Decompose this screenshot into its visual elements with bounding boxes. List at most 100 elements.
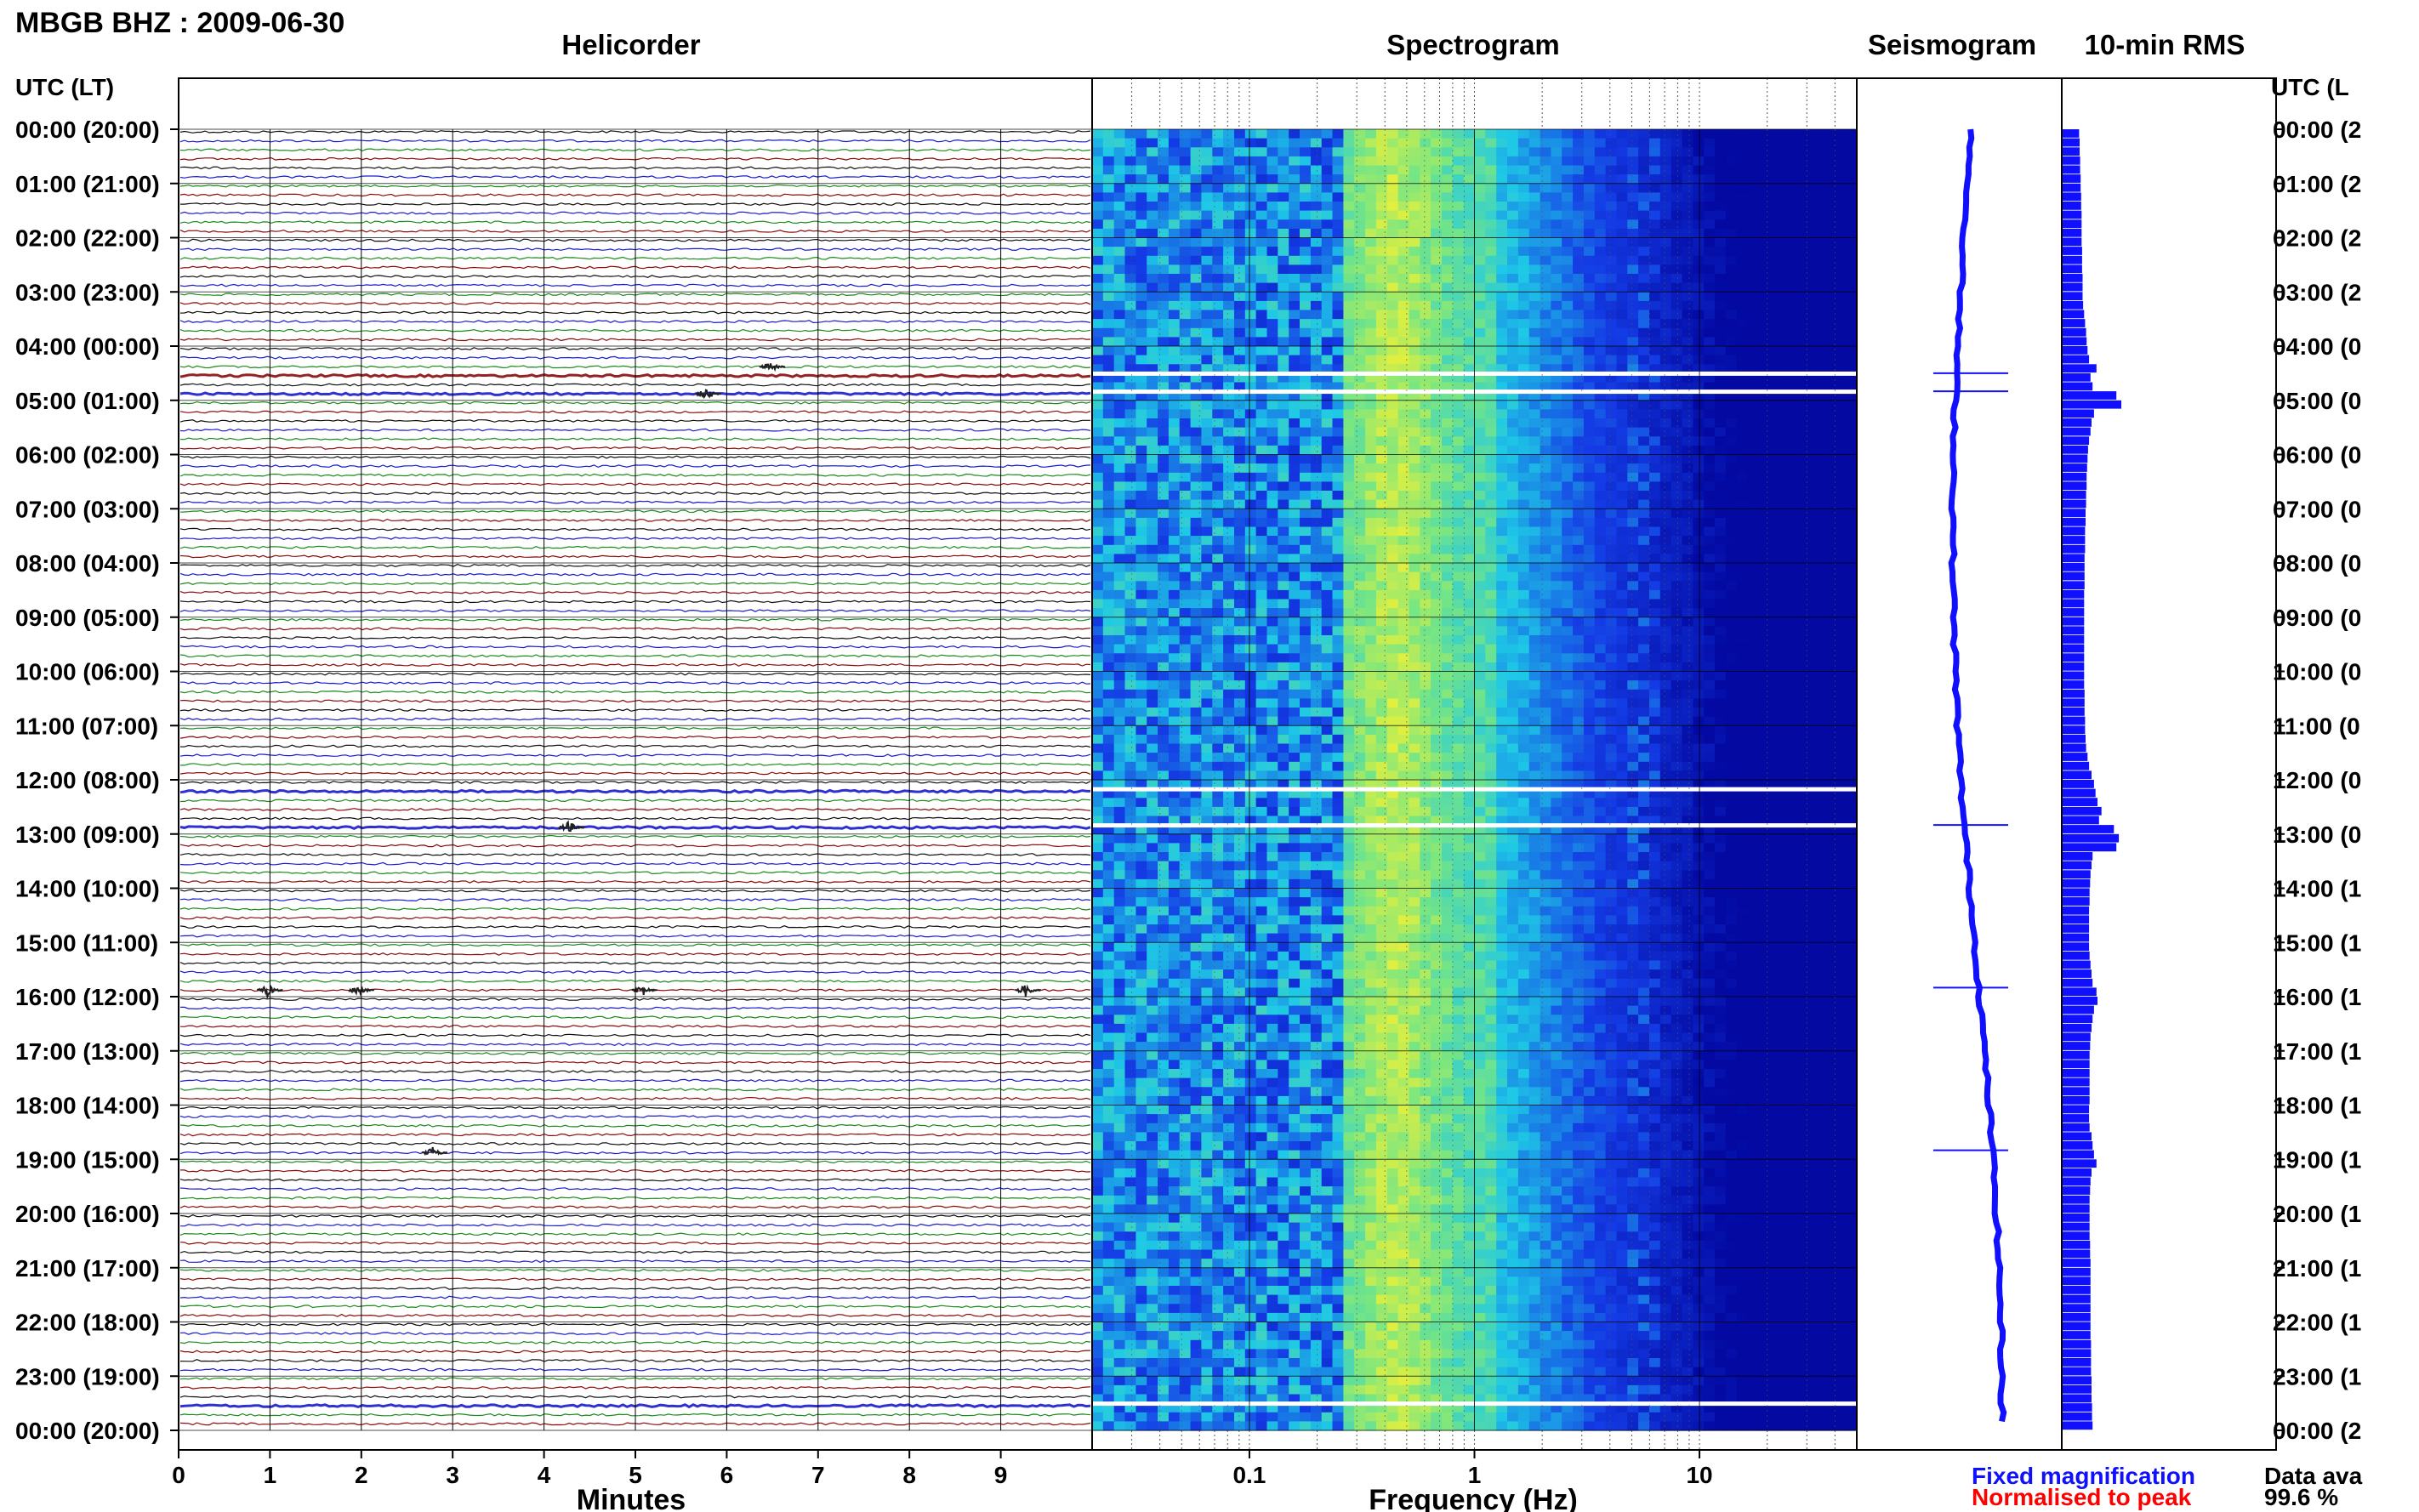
- spectrogram-cell: [1801, 300, 1814, 311]
- spectrogram-cell: [1113, 445, 1126, 456]
- spectrogram-cell: [1747, 391, 1759, 401]
- spectrogram-cell: [1594, 292, 1607, 302]
- spectrogram-cell: [1397, 228, 1409, 239]
- spectrogram-cell: [1234, 174, 1246, 185]
- spectrogram-cell: [1638, 509, 1650, 519]
- spectrogram-cell: [1496, 671, 1508, 681]
- spectrogram-cell: [1835, 581, 1847, 591]
- spectrogram-cell: [1255, 708, 1267, 718]
- spectrogram-cell: [1671, 310, 1683, 320]
- spectrogram-cell: [1780, 472, 1792, 482]
- spectrogram-cell: [1573, 491, 1585, 501]
- spectrogram-cell: [1452, 454, 1465, 464]
- spectrogram-cell: [1682, 138, 1693, 148]
- spectrogram-cell: [1540, 445, 1551, 456]
- spectrogram-cell: [1332, 517, 1344, 528]
- spectrogram-cell: [1715, 337, 1727, 347]
- spectrogram-cell: [1507, 463, 1519, 474]
- spectrogram-cell: [1736, 183, 1749, 193]
- spectrogram-cell: [1375, 327, 1388, 338]
- spectrogram-cell: [1474, 436, 1486, 446]
- spectrogram-cell: [1682, 156, 1693, 167]
- spectrogram-cell: [1517, 282, 1530, 293]
- spectrogram-cell: [1474, 698, 1486, 708]
- spectrogram-cell: [1835, 671, 1847, 681]
- spectrogram-cell: [1386, 734, 1399, 745]
- spectrogram-cell: [1573, 237, 1585, 247]
- spectrogram-cell: [1605, 536, 1617, 546]
- spectrogram-cell: [1474, 599, 1486, 609]
- spectrogram-cell: [1255, 599, 1267, 609]
- spectrogram-cell: [1671, 436, 1683, 446]
- spectrogram-cell: [1255, 255, 1267, 265]
- spectrogram-cell: [1343, 427, 1355, 437]
- spectrogram-cell: [1638, 599, 1650, 609]
- spectrogram-cell: [1463, 454, 1476, 464]
- spectrogram-cell: [1365, 355, 1377, 365]
- spectrogram-cell: [1300, 202, 1312, 212]
- spectrogram-cell: [1605, 300, 1617, 311]
- spectrogram-cell: [1715, 382, 1727, 392]
- spectrogram-cell: [1431, 708, 1443, 718]
- spectrogram-cell: [1616, 292, 1628, 302]
- spectrogram-cell: [1266, 743, 1278, 753]
- spectrogram-cell: [1715, 472, 1727, 482]
- spectrogram-cell: [1715, 436, 1727, 446]
- spectrogram-cell: [1638, 364, 1650, 374]
- spectrogram-cell: [1474, 463, 1486, 474]
- spectrogram-cell: [1638, 491, 1650, 501]
- spectrogram-cell: [1397, 544, 1409, 554]
- spectrogram-cell: [1846, 292, 1858, 302]
- spectrogram-cell: [1354, 671, 1366, 681]
- spectrogram-cell: [1627, 174, 1639, 185]
- spectrogram-cell: [1616, 237, 1628, 247]
- spectrogram-cell: [1452, 725, 1465, 736]
- spectrogram-cell: [1409, 400, 1420, 410]
- spectrogram-cell: [1278, 481, 1289, 492]
- spectrogram-cell: [1562, 635, 1574, 645]
- spectrogram-cell: [1179, 400, 1192, 410]
- spectrogram-cell: [1397, 255, 1409, 265]
- spectrogram-cell: [1365, 743, 1377, 753]
- spectrogram-cell: [1201, 427, 1213, 437]
- spectrogram-cell: [1375, 544, 1388, 554]
- spectrogram-cell: [1551, 228, 1562, 239]
- spectrogram-cell: [1397, 436, 1409, 446]
- spectrogram-cell: [1452, 147, 1465, 157]
- spectrogram-cell: [1201, 563, 1213, 573]
- spectrogram-cell: [1266, 337, 1278, 347]
- spectrogram-cell: [1147, 517, 1158, 528]
- spectrogram-cell: [1659, 454, 1672, 464]
- spectrogram-cell: [1300, 310, 1312, 320]
- spectrogram-cell: [1255, 472, 1267, 482]
- spectrogram-cell: [1289, 147, 1301, 157]
- spectrogram-cell: [1682, 346, 1693, 356]
- spectrogram-cell: [1649, 635, 1661, 645]
- spectrogram-cell: [1463, 156, 1476, 167]
- spectrogram-cell: [1605, 472, 1617, 482]
- spectrogram-cell: [1715, 491, 1727, 501]
- spectrogram-cell: [1201, 364, 1213, 374]
- spectrogram-cell: [1234, 581, 1246, 591]
- spectrogram-cell: [1266, 635, 1278, 645]
- spectrogram-cell: [1201, 671, 1213, 681]
- spectrogram-cell: [1835, 192, 1847, 202]
- spectrogram-cell: [1332, 202, 1344, 212]
- spectrogram-cell: [1725, 210, 1738, 220]
- spectrogram-cell: [1278, 689, 1289, 699]
- spectrogram-cell: [1671, 589, 1683, 600]
- spectrogram-cell: [1671, 617, 1683, 627]
- spectrogram-cell: [1168, 563, 1181, 573]
- spectrogram-cell: [1528, 698, 1541, 708]
- spectrogram-cell: [1736, 734, 1749, 745]
- spectrogram-cell: [1551, 725, 1562, 736]
- spectrogram-cell: [1365, 174, 1377, 185]
- spectrogram-cell: [1321, 571, 1334, 582]
- spectrogram-cell: [1386, 517, 1399, 528]
- spectrogram-cell: [1780, 635, 1792, 645]
- spectrogram-cell: [1769, 481, 1781, 492]
- spectrogram-cell: [1234, 129, 1246, 139]
- spectrogram-cell: [1212, 526, 1224, 537]
- spectrogram-cell: [1813, 255, 1824, 265]
- spectrogram-cell: [1431, 481, 1443, 492]
